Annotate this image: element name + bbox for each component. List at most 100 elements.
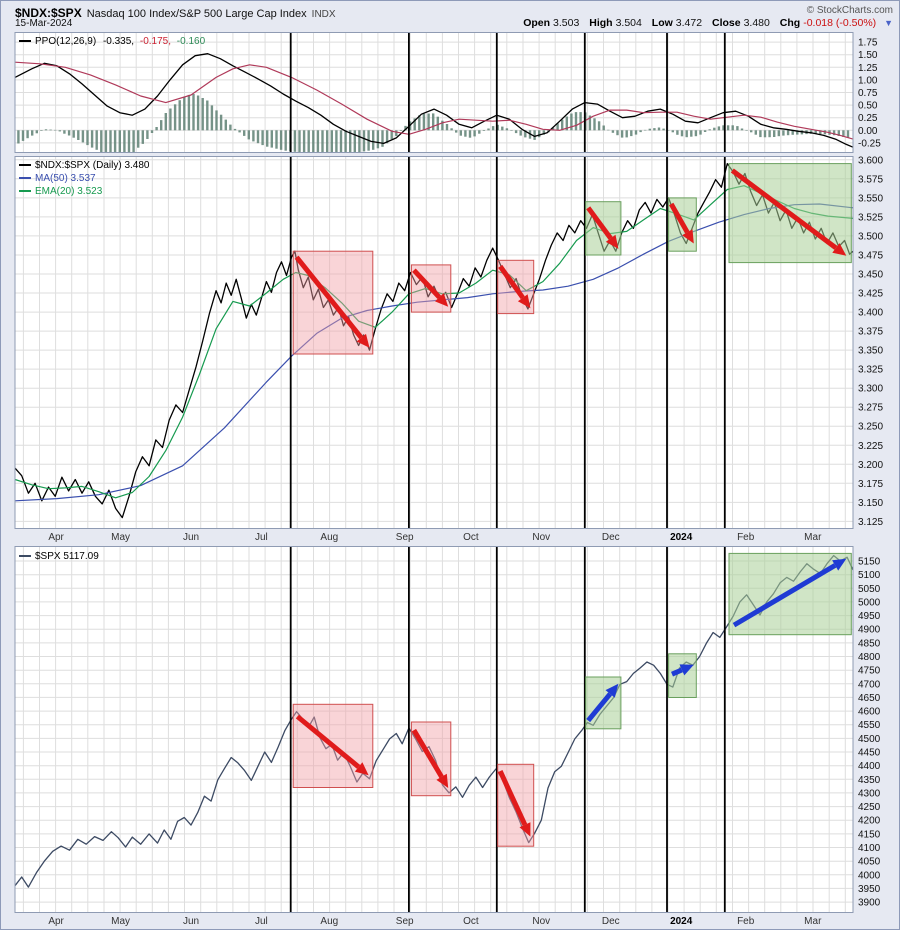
trend-arrow-head	[354, 762, 369, 776]
ema20-swatch	[19, 190, 31, 193]
ppo-line	[14, 53, 854, 148]
trend-arrow-head	[519, 822, 531, 837]
ppo-histogram-bar	[266, 130, 269, 147]
ppo-histogram-bar	[173, 104, 177, 131]
ppo-histogram-bar	[713, 127, 716, 131]
trend-arrow-head	[435, 293, 449, 307]
ppo-histogram-bar	[219, 114, 223, 131]
ppo-histogram-bar	[201, 98, 204, 131]
ppo-histogram-bar	[376, 130, 380, 149]
copyright-label: © StockCharts.com	[806, 5, 893, 16]
plot-background	[15, 546, 853, 913]
trend-arrow	[730, 168, 838, 250]
y-axis-label: 3.600	[858, 156, 883, 166]
ppo-histogram-bar	[81, 130, 85, 143]
ppo-histogram-bar	[644, 129, 647, 131]
ppo-histogram-bar	[662, 128, 665, 131]
high-label: High	[589, 17, 613, 29]
ppo-histogram-bar	[206, 100, 209, 131]
x-axis-label: Nov	[532, 532, 551, 543]
trend-arrow	[497, 770, 528, 826]
y-axis-label: 4600	[858, 707, 881, 718]
x-axis-label: Mar	[804, 532, 822, 543]
trend-arrow-head	[605, 234, 619, 249]
MA50-line	[14, 203, 854, 502]
ppo-histogram-bar	[505, 128, 509, 131]
x-axis-label: Sep	[395, 532, 414, 543]
ppo-histogram-bar	[77, 130, 80, 140]
ppo-histogram-bar	[427, 113, 430, 131]
y-axis-label: 4650	[858, 693, 881, 704]
ppo-histogram-bar	[109, 130, 112, 153]
ppo-histogram-bar	[247, 130, 250, 140]
ppo-histogram-bar	[496, 124, 499, 131]
ppo-histogram-bar	[533, 130, 536, 140]
trend-arrow	[671, 667, 683, 677]
x-axis-label: Jun	[182, 532, 200, 543]
spx-swatch	[19, 555, 31, 558]
ma50-legend-label: MA(50) 3.537	[35, 173, 96, 184]
ppo-histogram-bar	[21, 130, 25, 141]
ppo-histogram-bar	[335, 130, 338, 153]
chevron-down-icon[interactable]: ▼	[884, 18, 893, 28]
ppo-histogram-bar	[26, 130, 29, 139]
ppo-histogram-bar	[146, 130, 149, 139]
ppo-histogram-bar	[634, 130, 638, 135]
ppo-histogram-bar	[372, 130, 375, 150]
chg-label: Chg	[779, 17, 801, 29]
ppo-histogram-bar	[293, 130, 297, 152]
y-axis-label: 4550	[858, 720, 881, 731]
ppo-histogram-bar	[422, 113, 426, 131]
x-axis-label: Jun	[182, 916, 200, 927]
ppo-histogram-bar	[164, 113, 167, 131]
x-axis-label: Oct	[463, 532, 479, 543]
SPX-line	[14, 554, 854, 888]
ppo-histogram-bar	[620, 130, 624, 138]
open-value: 3.503	[553, 17, 580, 29]
y-axis-label: 3.150	[858, 498, 883, 509]
ppo-histogram-bar	[270, 130, 273, 148]
ppo-histogram-bar	[316, 130, 320, 153]
ppo-histogram-bar	[796, 130, 799, 135]
ppo-histogram-bar	[86, 130, 89, 146]
ppo-histogram-bar	[773, 130, 776, 137]
ppo-histogram-bar	[330, 130, 333, 153]
ppo-histogram-bar	[450, 128, 453, 131]
ppo-histogram-bar	[67, 130, 71, 136]
trend-arrow-head	[832, 243, 847, 256]
ppo-histogram-bar	[40, 130, 43, 131]
ratio-panel: 3.600 3.575 3.550 3.525 3.500 3.475 3.450 3.425…	[14, 156, 883, 529]
y-axis-label: 4100	[858, 843, 881, 854]
low-label: Low	[651, 17, 673, 29]
y-axis-label: 3.300	[858, 384, 883, 395]
y-axis-label: 3.500	[858, 231, 883, 242]
y-axis-label: 4700	[858, 679, 881, 690]
ppo-signal-value: -0.175,	[139, 36, 171, 47]
x-axis-label: 2024	[670, 916, 693, 927]
y-axis-label: 4000	[858, 870, 881, 881]
y-axis-label: 1.50	[858, 50, 878, 61]
ppo-histogram-bar	[459, 130, 462, 136]
ppo-histogram-bar	[846, 130, 850, 138]
ppo-histogram-bar	[54, 129, 57, 131]
y-axis-label: 4800	[858, 652, 881, 663]
x-axis-label: Mar	[804, 916, 822, 927]
ppo-histogram-bar	[183, 96, 186, 131]
ppo-histogram-bar	[160, 120, 163, 131]
ppo-histogram-bar	[694, 130, 698, 137]
ppo-value: -0.335,	[102, 36, 135, 47]
ppo-histogram-bar	[104, 130, 108, 153]
ppo-histogram-bar	[344, 130, 347, 153]
ppo-histogram-bar	[196, 95, 200, 131]
y-axis-label: 4400	[858, 761, 881, 772]
ppo-histogram-bar	[570, 113, 573, 131]
x-axis-label: May	[111, 532, 131, 543]
quote-summary: Open 3.503 High 3.504 Low 3.472 Close 3.480 …	[516, 17, 893, 29]
trend-arrow	[498, 264, 525, 300]
ppo-histogram-bar	[326, 130, 329, 153]
spx-legend: $SPX 5117.09	[19, 550, 99, 563]
y-axis-label: 5050	[858, 584, 881, 595]
ppo-histogram-bar	[113, 130, 117, 153]
ppo-histogram-bar	[579, 112, 582, 131]
ppo-histogram-bar	[31, 130, 34, 136]
